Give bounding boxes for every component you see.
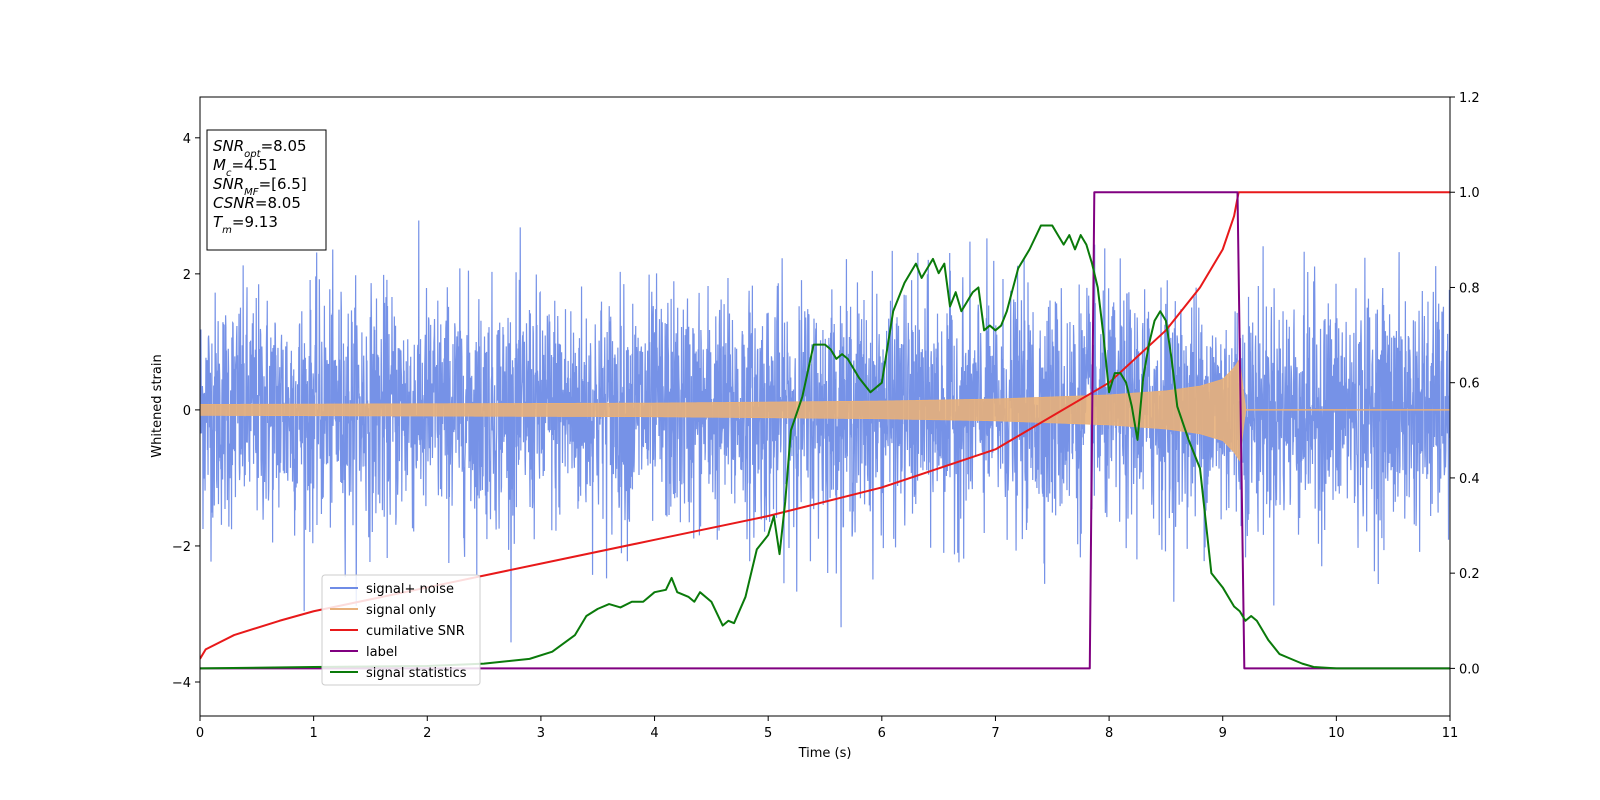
x-tick-label: 5	[764, 726, 772, 741]
info-box-lines: SNRopt=8.05Mc=4.51SNRMF=[6.5]CSNR=8.05Tm…	[213, 137, 307, 236]
label-line	[200, 191, 1450, 670]
legend-label: signal statistics	[366, 666, 467, 681]
info-box: SNRopt=8.05Mc=4.51SNRMF=[6.5]CSNR=8.05Tm…	[206, 129, 327, 251]
x-tick-label: 0	[196, 726, 204, 741]
y-left-axis-ticks: −4 −2 0 2 4	[172, 132, 200, 691]
y-left-axis-label: Whitened strain	[150, 354, 165, 457]
x-tick-label: 7	[991, 726, 999, 741]
y-right-tick-label: 0.4	[1459, 472, 1480, 487]
info-box-line: SNRMF=[6.5]	[213, 175, 307, 198]
y-right-tick-label: 1.0	[1459, 186, 1480, 201]
legend-label: label	[366, 645, 397, 660]
legend-label: signal+ noise	[366, 582, 454, 597]
overlay-series	[200, 191, 1450, 670]
y-left-tick-label: 2	[183, 268, 191, 283]
x-tick-label: 9	[1219, 726, 1227, 741]
x-axis-ticks: 0 1 2 3 4 5 6 7 8 9 10 11	[196, 716, 1458, 741]
y-left-tick-label: −4	[172, 676, 191, 691]
info-box-line: SNRopt=8.05	[213, 137, 307, 160]
cumulative-snr-line	[200, 191, 1450, 660]
info-box-line: Tm=9.13	[213, 213, 278, 236]
x-tick-label: 4	[650, 726, 658, 741]
x-tick-label: 10	[1328, 726, 1345, 741]
y-right-tick-label: 0.2	[1459, 567, 1480, 582]
signal-statistics-line	[200, 224, 1450, 670]
legend-label: signal only	[366, 603, 436, 618]
legend-frame	[321, 574, 481, 686]
plot-frame	[199, 96, 1451, 717]
y-right-axis-ticks: 0.0 0.2 0.4 0.6 0.8 1.0 1.2	[1450, 91, 1480, 677]
y-right-tick-label: 0.6	[1459, 377, 1480, 392]
x-tick-label: 1	[309, 726, 317, 741]
signal-only-series	[200, 358, 1450, 462]
info-box-line: CSNR=8.05	[213, 194, 301, 212]
x-tick-label: 3	[537, 726, 545, 741]
x-tick-label: 11	[1442, 726, 1459, 741]
legend-items: signal+ noise signal only cumilative SNR la…	[330, 582, 467, 681]
legend: signal+ noise signal only cumilative SNR la…	[321, 574, 481, 686]
y-left-tick-label: 0	[183, 404, 191, 419]
x-tick-label: 6	[878, 726, 886, 741]
x-tick-label: 2	[423, 726, 431, 741]
y-left-tick-label: 4	[183, 132, 191, 147]
info-box-frame	[206, 129, 327, 251]
y-right-tick-label: 1.2	[1459, 91, 1480, 106]
legend-label: cumilative SNR	[366, 624, 465, 639]
y-right-tick-label: 0.0	[1459, 662, 1480, 677]
y-left-tick-label: −2	[172, 540, 191, 555]
x-axis-label: Time (s)	[798, 746, 852, 761]
info-box-line: Mc=4.51	[213, 156, 277, 179]
y-right-tick-label: 0.8	[1459, 281, 1480, 296]
x-tick-label: 8	[1105, 726, 1113, 741]
